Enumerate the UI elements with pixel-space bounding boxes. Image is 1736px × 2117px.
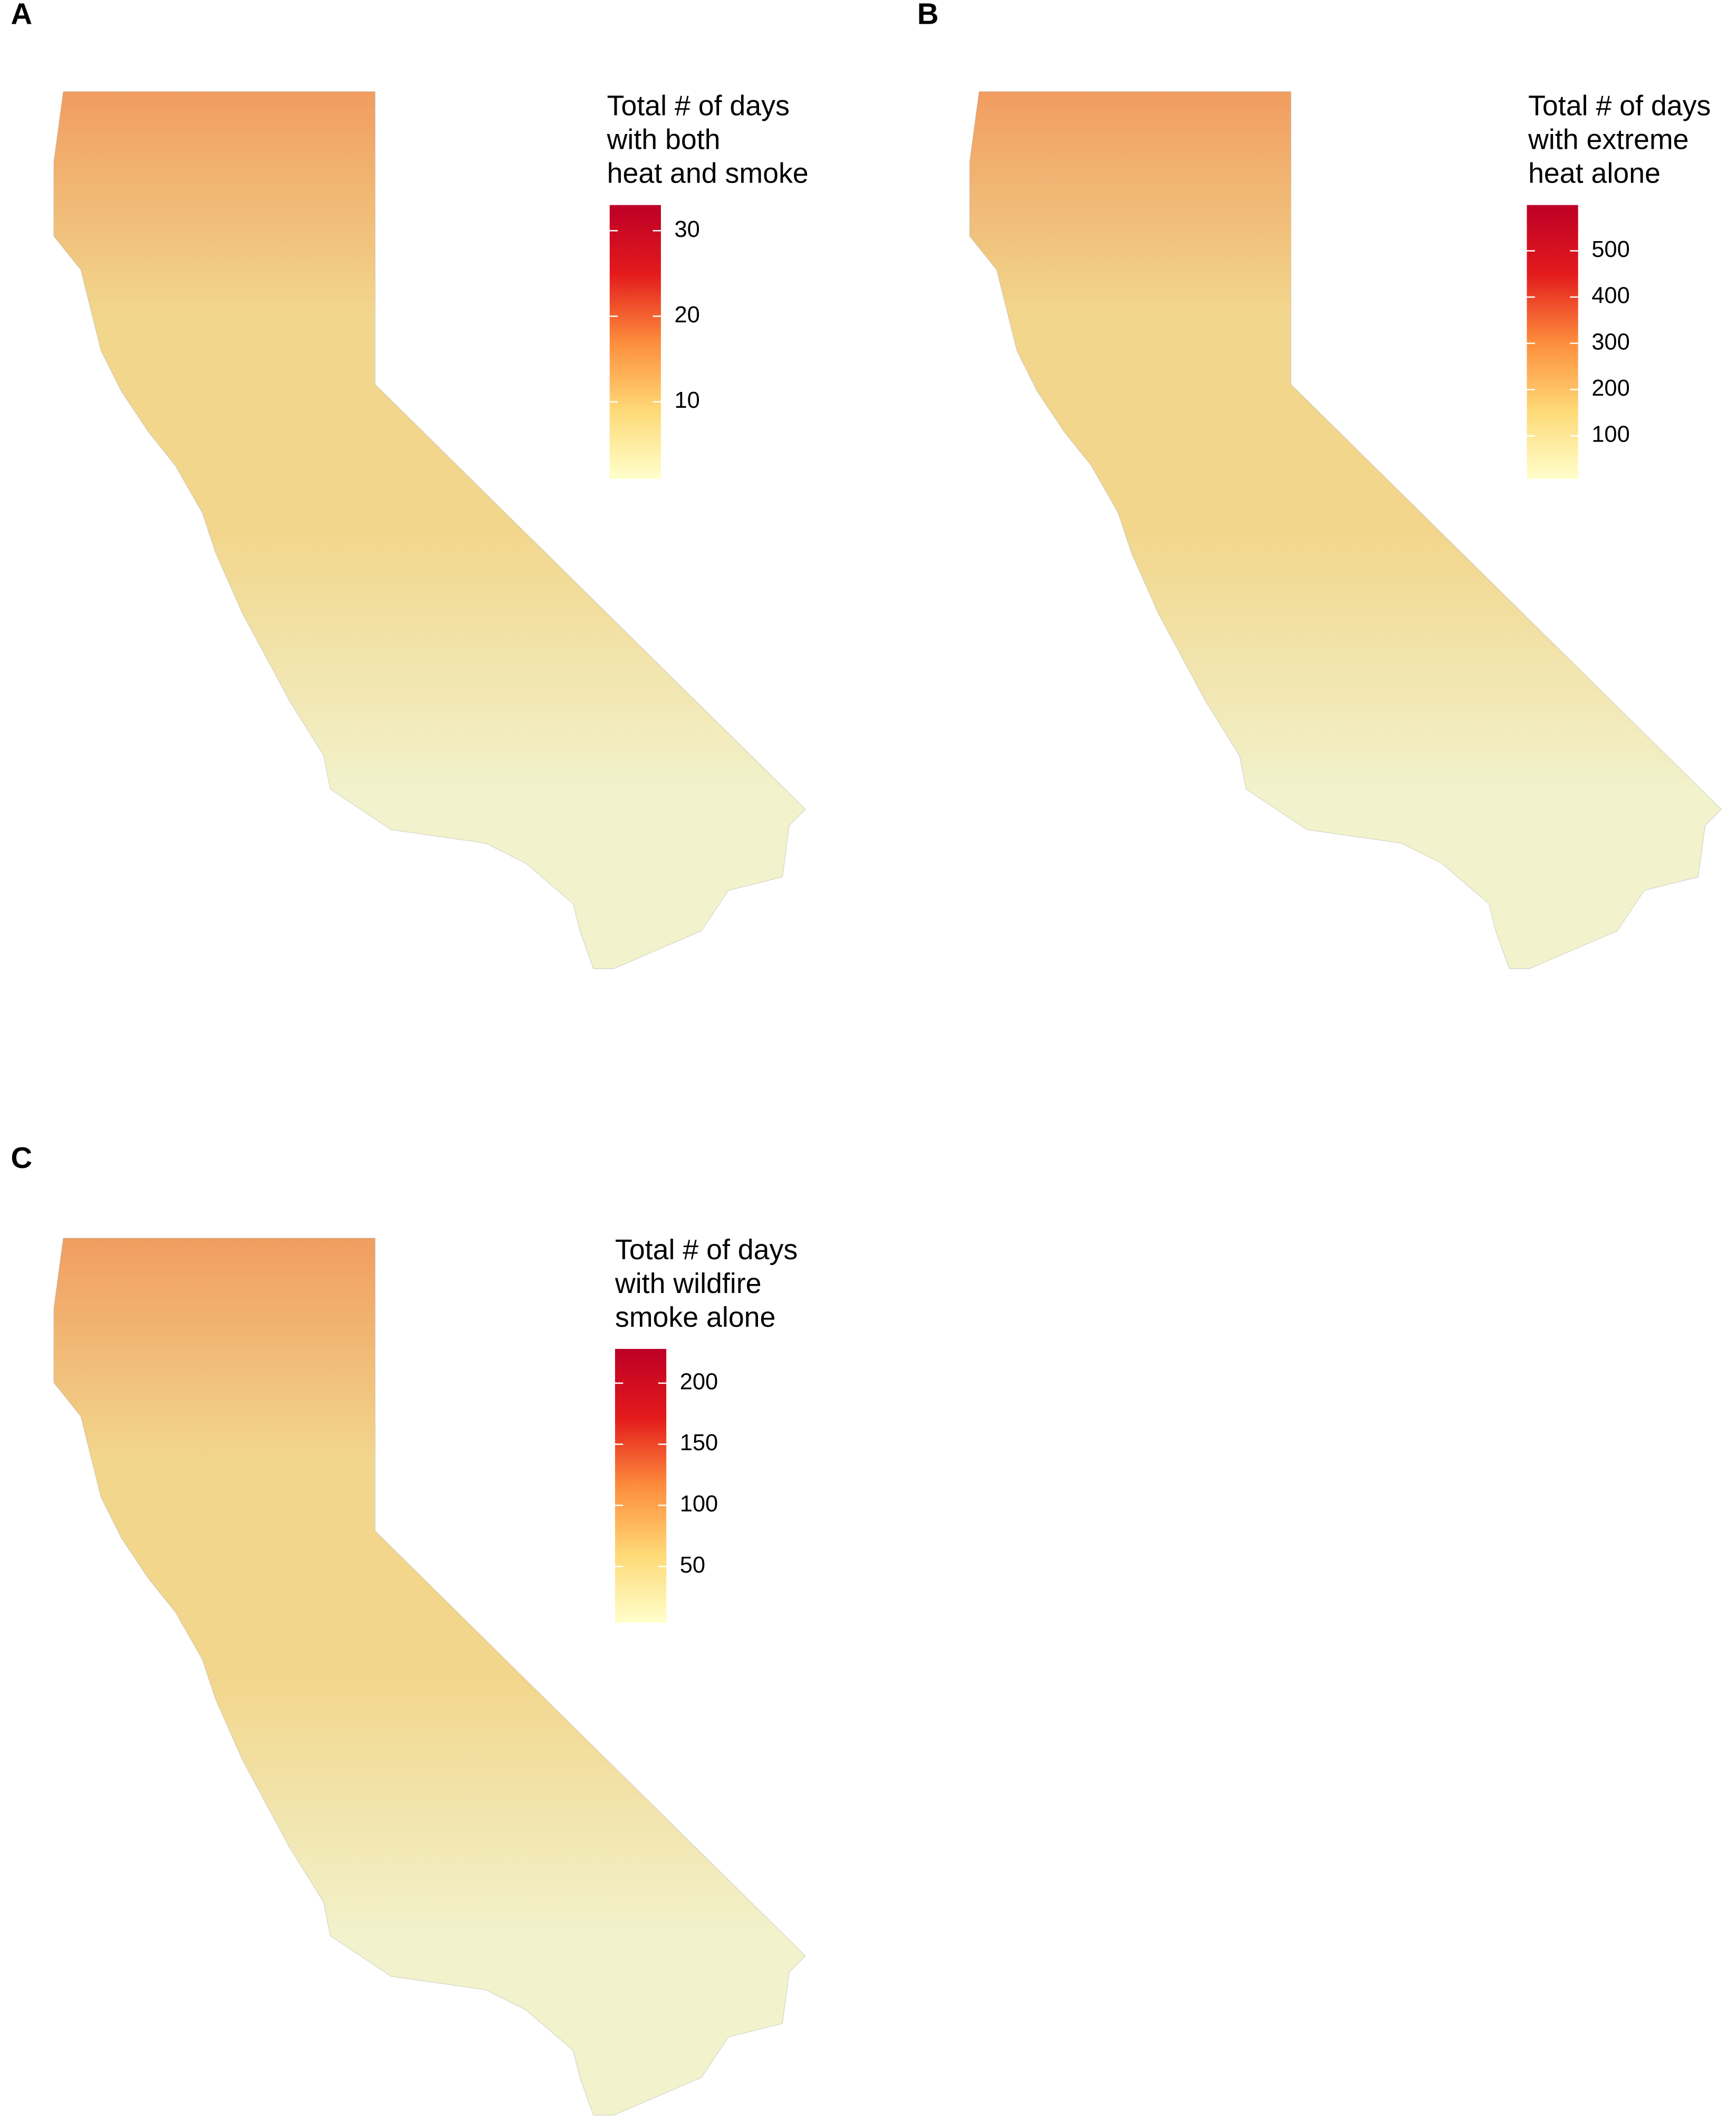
choropleth-regions — [54, 1238, 805, 2115]
colorbar-tick-label: 150 — [680, 1430, 718, 1455]
legend-title: Total # of days — [615, 1234, 798, 1266]
map — [969, 91, 1722, 969]
colorbar-tick-label: 400 — [1591, 283, 1630, 309]
colorbar — [1527, 205, 1578, 479]
colorbar-tick-label: 20 — [675, 302, 700, 328]
legend-title: with both — [607, 124, 721, 156]
colorbar-tick-label: 200 — [680, 1369, 718, 1394]
legend-title: heat alone — [1528, 158, 1661, 189]
colorbar-tick-label: 10 — [675, 388, 700, 413]
legend-title: with wildfire — [615, 1268, 761, 1299]
colorbar-tick-label: 100 — [1591, 422, 1630, 447]
panel-label: A — [11, 0, 32, 31]
map — [53, 1238, 806, 2116]
colorbar-tick-label: 30 — [675, 217, 700, 242]
legend-title: with extreme — [1528, 124, 1689, 156]
legend-title: smoke alone — [615, 1301, 775, 1333]
choropleth-regions — [970, 91, 1721, 969]
choropleth-regions — [54, 91, 805, 969]
colorbar-tick-label: 50 — [680, 1553, 705, 1578]
colorbar-tick-label: 300 — [1591, 329, 1630, 355]
colorbar-tick-label: 100 — [680, 1491, 718, 1517]
colorbar-tick-label: 500 — [1591, 237, 1630, 262]
colorbar — [615, 1349, 667, 1623]
legend-title: Total # of days — [1528, 90, 1711, 122]
colorbar-tick-label: 200 — [1591, 376, 1630, 401]
panel-label: B — [917, 0, 939, 31]
legend-title: Total # of days — [607, 90, 790, 122]
panel-label: C — [11, 1141, 32, 1174]
map — [53, 91, 806, 969]
legend-title: heat and smoke — [607, 158, 809, 189]
colorbar — [609, 205, 661, 479]
